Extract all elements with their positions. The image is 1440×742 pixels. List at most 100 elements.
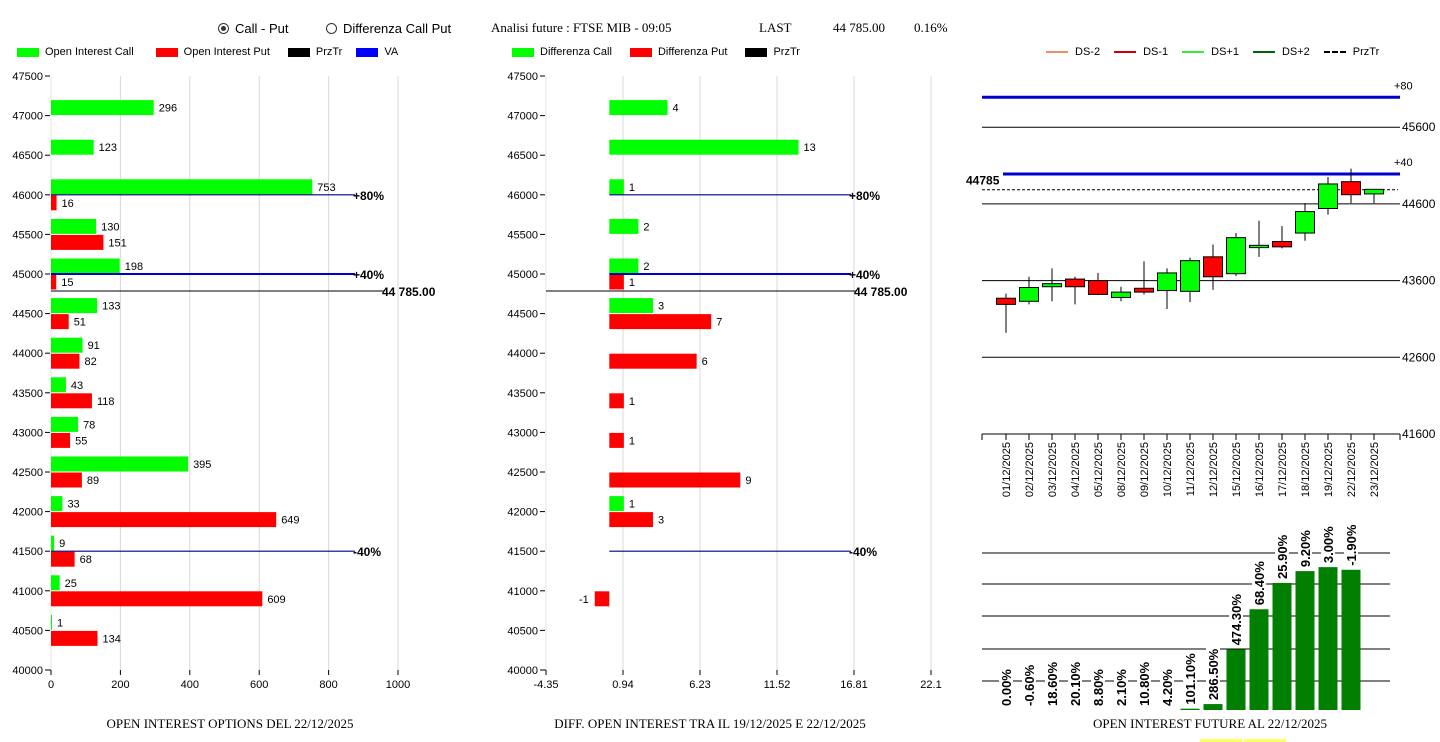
y-tick-label: 42000 xyxy=(507,507,538,519)
legend-label: Open Interest Call xyxy=(45,46,134,58)
put-bar-label: 89 xyxy=(87,475,99,487)
y-tick-label: 47000 xyxy=(507,111,538,123)
put-bar-label: 609 xyxy=(267,594,285,606)
va-reference-label: +80% xyxy=(353,189,384,203)
call-bar xyxy=(51,258,120,274)
x-tick-label: 200 xyxy=(111,679,129,691)
va-line-label: +80 xyxy=(1394,80,1413,92)
call-bar xyxy=(51,535,55,551)
call-bar xyxy=(51,139,94,155)
future-bar xyxy=(1180,708,1200,710)
legend-label: VA xyxy=(384,46,399,58)
call-bar-label: 1 xyxy=(629,182,635,194)
put-bar xyxy=(51,551,75,567)
future-label-bg xyxy=(1298,528,1312,569)
x-tick-label: 16.81 xyxy=(840,679,868,691)
x-tick-label: 800 xyxy=(319,679,337,691)
legend-line xyxy=(1182,51,1205,53)
open-interest-future-chart: 0.00% -0.60% 18.60% 20.10% 8.80% 2.10% 10.80% 4… xyxy=(982,519,1390,710)
call-bar-label: 133 xyxy=(102,301,120,313)
legend-label: Differenza Call xyxy=(540,46,612,58)
y-tick-label: 44500 xyxy=(12,309,43,321)
chart-title-oi: OPEN INTEREST OPTIONS DEL 22/12/2025 xyxy=(106,716,354,731)
legend-line xyxy=(1323,51,1346,53)
va-reference-label: +40% xyxy=(849,268,880,282)
radio-differenza-call-put[interactable]: Differenza Call Put xyxy=(326,21,451,36)
radio-call-put[interactable]: Call - Put xyxy=(218,21,288,36)
y-tick-label: 46000 xyxy=(507,190,538,202)
future-label-bg xyxy=(1229,591,1243,647)
put-bar xyxy=(609,512,653,528)
call-bar-label: 2 xyxy=(643,221,649,233)
highlight-bar xyxy=(1244,739,1286,742)
radio-differenza-label: Differenza Call Put xyxy=(343,21,452,36)
radio-indicator[interactable] xyxy=(218,23,229,34)
call-bar-label: 753 xyxy=(317,182,335,194)
call-bar xyxy=(609,496,624,512)
put-bar-label: 51 xyxy=(74,317,86,329)
call-bar xyxy=(51,298,98,314)
radio-indicator[interactable] xyxy=(326,23,337,34)
legend-line xyxy=(1252,51,1275,53)
x-tick-label: 08/12/2025 xyxy=(1116,442,1128,497)
legend-label: DS-1 xyxy=(1143,46,1169,58)
y-tick-label: 47500 xyxy=(507,71,538,83)
future-bar-label: 8.80% xyxy=(1091,669,1106,706)
candle-body xyxy=(1203,256,1223,278)
future-bar-label: 18.60% xyxy=(1045,661,1060,706)
call-bar-label: 4 xyxy=(673,103,679,115)
price-line-label: 44 785.00 xyxy=(382,285,436,299)
y-tick-label: 42500 xyxy=(507,467,538,479)
put-bar-label: 16 xyxy=(62,198,74,210)
last-value: 44 785.00 xyxy=(833,20,885,35)
y-tick-label: 47000 xyxy=(12,111,43,123)
legend-label: Differenza Put xyxy=(657,46,728,58)
legend-item-ds+1: DS+1 xyxy=(1182,46,1239,58)
legend-swatch xyxy=(356,47,379,57)
put-bar-label: 68 xyxy=(80,554,92,566)
future-label-bg xyxy=(1206,646,1220,702)
va-reference-label: +80% xyxy=(849,189,880,203)
call-bar xyxy=(51,377,66,393)
y-tick-label: 44600 xyxy=(1402,197,1436,211)
future-label-bg xyxy=(1045,659,1059,707)
va-reference-label: -40% xyxy=(353,545,381,559)
call-bar xyxy=(51,496,63,512)
put-bar-label: 3 xyxy=(658,515,664,527)
legend-label: PrzTr xyxy=(773,46,800,58)
future-bar-label: 9.20% xyxy=(1298,530,1313,567)
put-bar-label: 15 xyxy=(61,277,73,289)
y-tick-label: 44000 xyxy=(507,348,538,360)
x-tick-label: 19/12/2025 xyxy=(1323,442,1335,497)
diff-open-interest-chart: -4.35 0.94 6.23 11.52 16.81 22.1 47500 47000 465… xyxy=(507,71,941,691)
va-reference-label: +40% xyxy=(353,268,384,282)
future-label-bg xyxy=(1321,524,1335,565)
legend-right: DS-2 DS-1 DS+1 DS+2 PrzTr xyxy=(1046,46,1393,58)
y-tick-label: 41000 xyxy=(507,586,538,598)
call-bar-label: 33 xyxy=(67,499,79,511)
put-bar xyxy=(51,314,69,330)
x-tick-label: -4.35 xyxy=(533,679,558,691)
price-line-label: 44785 xyxy=(966,174,1000,188)
candle-body xyxy=(1249,244,1269,249)
future-label-bg xyxy=(1022,659,1036,707)
x-tick-label: 6.23 xyxy=(689,679,710,691)
put-bar xyxy=(609,393,624,409)
call-bar xyxy=(51,575,60,591)
put-bar xyxy=(609,432,624,448)
y-tick-label: 40500 xyxy=(12,625,43,637)
call-bar xyxy=(51,614,52,630)
y-tick-label: 45000 xyxy=(12,269,43,281)
legend-label: Open Interest Put xyxy=(183,46,270,58)
highlight-bar xyxy=(1200,739,1242,742)
put-bar xyxy=(51,353,80,369)
y-tick-label: 40000 xyxy=(12,665,43,677)
future-bar-label: 68.40% xyxy=(1252,561,1267,606)
candle-body xyxy=(1157,272,1177,292)
legend-swatch xyxy=(512,47,534,57)
x-tick-label: 1000 xyxy=(386,679,410,691)
candle-body xyxy=(1180,260,1200,292)
put-bar-label: 1 xyxy=(629,277,635,289)
legend-swatch xyxy=(287,47,310,57)
call-bar-label: 1 xyxy=(629,499,635,511)
